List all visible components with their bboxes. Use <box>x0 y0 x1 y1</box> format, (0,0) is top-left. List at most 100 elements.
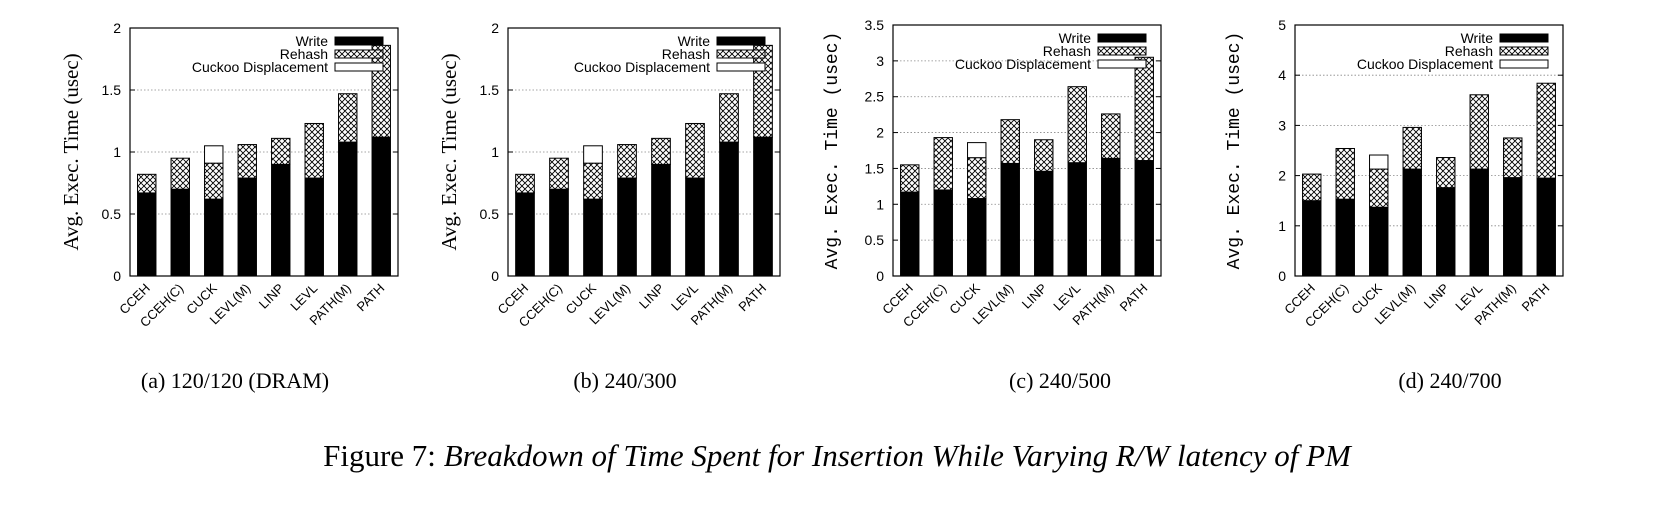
legend-label: Write <box>1461 30 1494 46</box>
legend-swatch-cuckoo-displacement <box>1499 59 1549 69</box>
bar-write <box>1134 160 1154 277</box>
bar-rehash <box>137 173 157 194</box>
x-tick-label: LINP <box>1421 281 1452 312</box>
bar-rehash <box>933 137 953 191</box>
bar-write <box>137 192 157 277</box>
bar-cuckoo-displacement <box>1369 154 1389 170</box>
plot-frame <box>892 24 1162 277</box>
legend-swatch-write <box>716 36 766 46</box>
y-axis-label: Avg. Exec. Time (usec) <box>59 53 83 250</box>
legend-bg <box>680 61 710 74</box>
bar-write <box>1469 168 1489 277</box>
legend-swatch-write <box>1499 33 1549 43</box>
legend-label: Cuckoo Displacement <box>1357 56 1493 72</box>
bar-write <box>719 141 739 277</box>
legend-label: Cuckoo Displacement <box>192 59 328 75</box>
bar-rehash <box>237 144 257 179</box>
y-tick-label: 2 <box>1278 168 1286 184</box>
bar-write <box>1402 168 1422 277</box>
y-tick-label: 2.5 <box>865 89 885 105</box>
legend-bg <box>1463 45 1493 58</box>
bar-rehash <box>1000 119 1020 164</box>
bar-rehash <box>1369 168 1389 208</box>
y-tick-label: 0 <box>876 268 884 284</box>
legend-label: Cuckoo Displacement <box>955 56 1091 72</box>
bar-write <box>583 198 603 277</box>
bar-write <box>237 177 257 277</box>
y-tick-label: 2 <box>876 125 884 141</box>
bar-write <box>1536 177 1556 277</box>
legend-label: Write <box>296 33 329 49</box>
y-tick-label: 0 <box>1278 268 1286 284</box>
subcaption-b: (b) 240/300 <box>573 368 677 393</box>
figure-caption-text: Breakdown of Time Spent for Insertion Wh… <box>443 438 1351 473</box>
bar-cuckoo-displacement <box>967 142 987 159</box>
legend-bg <box>680 35 710 48</box>
bar-write <box>651 163 671 277</box>
bar-write <box>1101 157 1121 277</box>
y-tick-label: 1 <box>1278 218 1286 234</box>
bar-rehash <box>1503 137 1523 179</box>
bar-write <box>1067 162 1087 277</box>
legend-label: Write <box>678 33 711 49</box>
legend-bg <box>680 48 710 61</box>
x-tick-label: LINP <box>636 281 667 312</box>
y-tick-label: 0.5 <box>102 206 122 222</box>
subcaption-c: (c) 240/500 <box>1008 368 1112 393</box>
x-tick-label: LINP <box>1019 281 1050 312</box>
y-axis-label: Avg. Exec. Time (usec) <box>1225 32 1245 270</box>
bar-rehash <box>204 162 224 200</box>
legend-label: Rehash <box>662 46 710 62</box>
bar-write <box>549 188 569 277</box>
y-tick-label: 1.5 <box>102 82 122 98</box>
y-tick-label: 2 <box>491 20 499 36</box>
bar-write <box>753 136 773 277</box>
y-tick-label: 5 <box>1278 17 1286 33</box>
bar-rehash <box>583 162 603 200</box>
bar-rehash <box>170 157 190 190</box>
y-tick-label: 0.5 <box>480 206 500 222</box>
y-axis-label: Avg. Exec. Time (usec) <box>823 32 843 270</box>
subcaption-d: (d) 240/700 <box>1398 368 1502 393</box>
legend-label: Rehash <box>1043 43 1091 59</box>
figure-caption-label: Figure 7: <box>323 438 436 473</box>
bar-write <box>933 189 953 277</box>
bar-write <box>271 163 291 277</box>
figure-caption: Figure 7: Breakdown of Time Spent for In… <box>0 438 1674 474</box>
bar-write <box>1436 187 1456 277</box>
y-tick-label: 0 <box>491 268 499 284</box>
bar-rehash <box>1067 86 1087 164</box>
legend-label: Write <box>1059 30 1092 46</box>
bar-rehash <box>371 44 391 138</box>
bar-rehash <box>515 173 535 194</box>
legend-label: Rehash <box>1445 43 1493 59</box>
bar-write <box>1369 206 1389 277</box>
bar-write <box>204 198 224 277</box>
bar-write <box>1302 200 1322 277</box>
bar-write <box>338 141 358 277</box>
bar-write <box>900 191 920 277</box>
legend-swatch-cuckoo-displacement <box>716 62 766 72</box>
bar-write <box>1000 162 1020 277</box>
bar-rehash <box>549 157 569 190</box>
legend-label: Cuckoo Displacement <box>574 59 710 75</box>
bar-write <box>515 192 535 277</box>
bar-rehash <box>1034 139 1054 172</box>
bar-rehash <box>1302 173 1322 202</box>
legend-bg <box>1061 32 1091 45</box>
bar-rehash <box>271 137 291 165</box>
subcaption-a: (a) 120/120 (DRAM) <box>140 368 330 393</box>
x-tick-label: PATH <box>1519 281 1553 315</box>
x-tick-label: PATH <box>735 281 769 315</box>
bar-rehash <box>1101 113 1121 159</box>
legend-bg <box>298 35 328 48</box>
bar-write <box>967 198 987 277</box>
bar-write <box>685 177 705 277</box>
y-tick-label: 0.5 <box>865 232 885 248</box>
legend-bg <box>1463 58 1493 71</box>
bar-write <box>1335 198 1355 277</box>
bar-cuckoo-displacement <box>204 145 224 164</box>
legend-swatch-cuckoo-displacement <box>1097 59 1147 69</box>
